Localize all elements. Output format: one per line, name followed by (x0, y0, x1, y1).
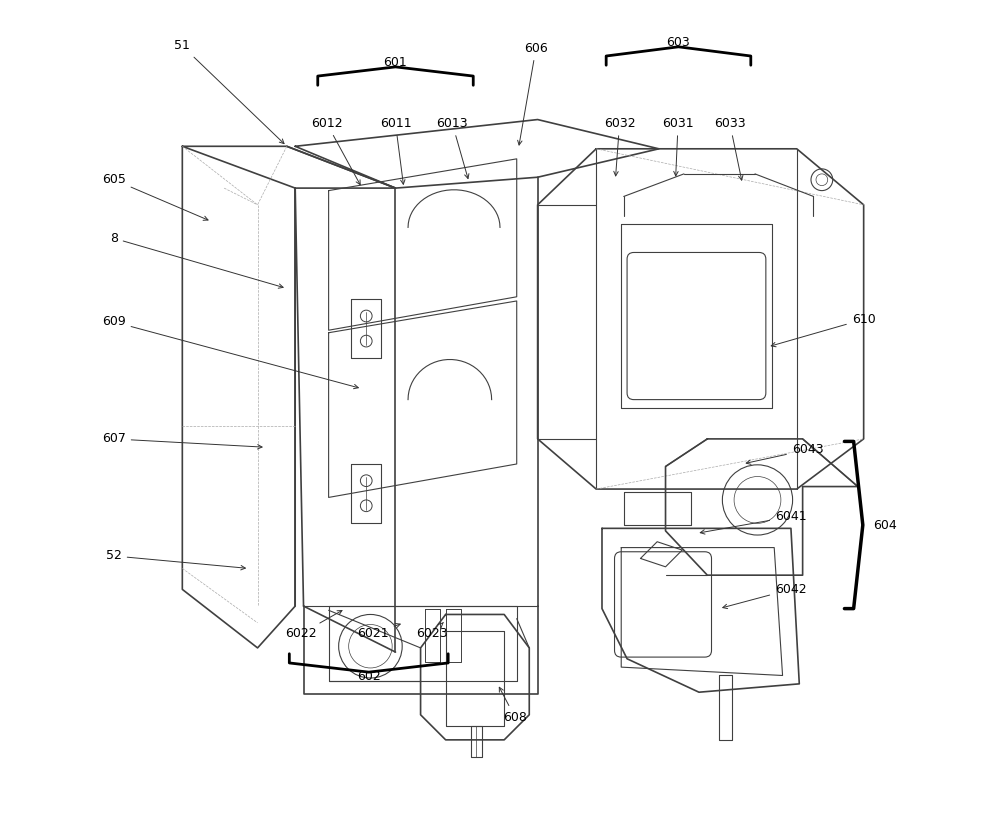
Text: 6042: 6042 (723, 583, 807, 609)
Text: 603: 603 (667, 36, 690, 49)
Text: 8: 8 (110, 232, 283, 288)
Text: 6031: 6031 (662, 117, 694, 176)
Text: 604: 604 (873, 518, 897, 532)
Text: 610: 610 (771, 313, 876, 347)
Text: 51: 51 (174, 39, 284, 144)
Text: 6043: 6043 (746, 443, 823, 464)
Text: 6011: 6011 (380, 117, 411, 184)
Text: 6023: 6023 (416, 623, 447, 640)
Text: 609: 609 (102, 315, 358, 389)
Text: 6032: 6032 (604, 117, 635, 176)
Text: 6041: 6041 (700, 510, 807, 534)
Text: 605: 605 (102, 173, 208, 221)
Text: 6012: 6012 (311, 117, 360, 185)
Text: 608: 608 (499, 687, 527, 724)
Text: 602: 602 (357, 670, 381, 683)
Text: 6013: 6013 (437, 117, 469, 179)
Text: 6033: 6033 (714, 117, 746, 180)
Text: 6021: 6021 (357, 624, 400, 640)
Text: 606: 606 (518, 42, 548, 145)
Text: 6022: 6022 (285, 610, 342, 640)
Text: 607: 607 (102, 432, 262, 449)
Text: 52: 52 (106, 549, 245, 570)
Text: 601: 601 (384, 56, 407, 69)
